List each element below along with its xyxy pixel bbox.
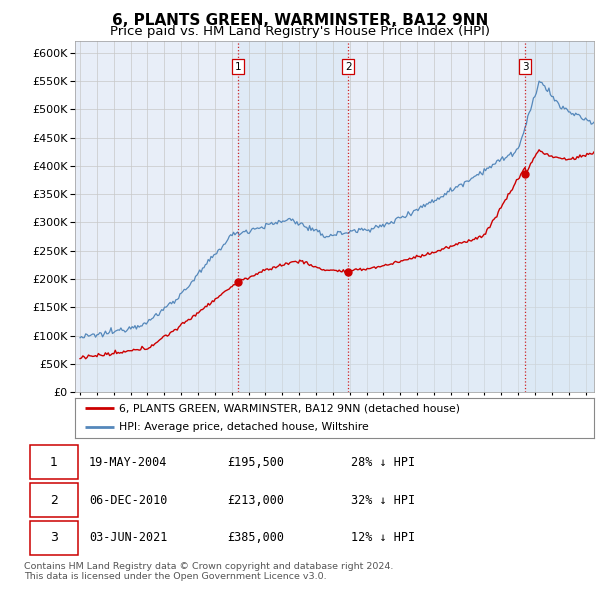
- Text: 28% ↓ HPI: 28% ↓ HPI: [351, 455, 415, 468]
- Text: 1: 1: [50, 455, 58, 468]
- Bar: [238, 41, 349, 392]
- FancyBboxPatch shape: [29, 521, 77, 555]
- Text: 3: 3: [522, 62, 529, 72]
- Text: Price paid vs. HM Land Registry's House Price Index (HPI): Price paid vs. HM Land Registry's House …: [110, 25, 490, 38]
- Text: 6, PLANTS GREEN, WARMINSTER, BA12 9NN: 6, PLANTS GREEN, WARMINSTER, BA12 9NN: [112, 13, 488, 28]
- Text: 3: 3: [50, 532, 58, 545]
- Text: £385,000: £385,000: [227, 532, 284, 545]
- Text: 1: 1: [235, 62, 241, 72]
- Text: 06-DEC-2010: 06-DEC-2010: [89, 493, 167, 507]
- Bar: [525, 41, 594, 392]
- Text: £213,000: £213,000: [227, 493, 284, 507]
- Text: HPI: Average price, detached house, Wiltshire: HPI: Average price, detached house, Wilt…: [119, 422, 369, 432]
- Text: 12% ↓ HPI: 12% ↓ HPI: [351, 532, 415, 545]
- Text: £195,500: £195,500: [227, 455, 284, 468]
- Text: Contains HM Land Registry data © Crown copyright and database right 2024.
This d: Contains HM Land Registry data © Crown c…: [24, 562, 394, 581]
- Text: 32% ↓ HPI: 32% ↓ HPI: [351, 493, 415, 507]
- Text: 2: 2: [50, 493, 58, 507]
- Text: 6, PLANTS GREEN, WARMINSTER, BA12 9NN (detached house): 6, PLANTS GREEN, WARMINSTER, BA12 9NN (d…: [119, 404, 460, 414]
- FancyBboxPatch shape: [29, 445, 77, 479]
- Text: 03-JUN-2021: 03-JUN-2021: [89, 532, 167, 545]
- Text: 19-MAY-2004: 19-MAY-2004: [89, 455, 167, 468]
- FancyBboxPatch shape: [29, 483, 77, 517]
- Text: 2: 2: [345, 62, 352, 72]
